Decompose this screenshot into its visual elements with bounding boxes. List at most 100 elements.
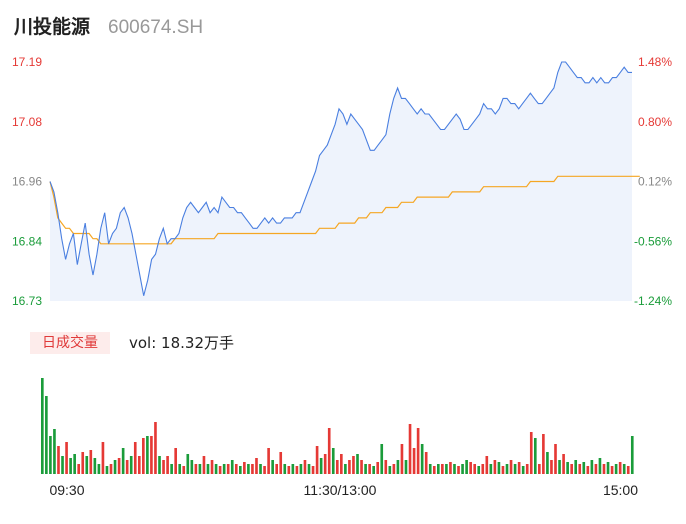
volume-bar [65, 442, 68, 474]
volume-bar [283, 464, 287, 474]
volume-bar [202, 456, 206, 474]
volume-bar [41, 378, 44, 474]
volume-bar [428, 464, 432, 474]
volume-bar [129, 456, 133, 474]
volume-bar [311, 466, 315, 474]
volume-bar [182, 466, 186, 474]
volume-bar [392, 464, 396, 474]
volume-bar [77, 464, 81, 474]
volume-bar [420, 444, 424, 474]
volume-bar [388, 466, 392, 474]
volume-bar [267, 448, 270, 474]
volume-bar [97, 464, 101, 474]
volume-bar [546, 452, 549, 474]
volume-bar [594, 464, 598, 474]
volume-bar [49, 436, 52, 474]
volume-bar [558, 460, 561, 474]
volume-bar [445, 464, 448, 474]
time-axis: 09:30 11:30/13:00 15:00 [49, 482, 638, 498]
volume-bar [109, 464, 113, 474]
volume-bar [137, 456, 141, 474]
volume-bar [562, 454, 565, 474]
volume-bar [239, 466, 242, 474]
price-area [50, 62, 632, 301]
volume-bar [521, 466, 525, 474]
stock-header: 川投能源 600674.SH [14, 12, 203, 40]
volume-bar [335, 460, 339, 474]
volume-bar [473, 464, 477, 474]
volume-bar [146, 436, 149, 474]
volume-bar [117, 458, 121, 474]
volume-bar [53, 429, 56, 474]
volume-bar [162, 460, 165, 474]
volume-bar [340, 454, 343, 474]
volume-bar [542, 434, 545, 474]
volume-bar [396, 460, 400, 474]
price-line [49, 61, 632, 296]
time-tick-label: 11:30/13:00 [304, 482, 377, 498]
volume-bar [101, 442, 105, 474]
volume-bar [69, 458, 72, 474]
volume-bar [416, 428, 420, 474]
volume-bar [150, 436, 153, 474]
volume-bar [319, 458, 323, 474]
percent-tick-label: 1.48% [638, 55, 672, 69]
volume-bar [570, 464, 573, 474]
volume-bar [133, 442, 137, 474]
volume-bar [477, 466, 481, 474]
volume-bar [271, 460, 274, 474]
volume-bar [550, 460, 553, 474]
percent-tick-label: 0.12% [638, 175, 672, 189]
volume-tab[interactable]: 日成交量 [30, 332, 110, 354]
volume-bar [218, 466, 222, 474]
volume-bar [174, 448, 177, 474]
volume-bar [247, 464, 250, 474]
volume-bar [582, 462, 586, 474]
volume-bar [356, 454, 359, 474]
volume-bar [586, 466, 590, 474]
price-tick-label: 16.96 [12, 175, 42, 189]
volume-bar [453, 464, 456, 474]
volume-bar [234, 464, 238, 474]
volume-bar [618, 462, 622, 474]
volume-bar [432, 466, 436, 474]
volume-summary: vol: 18.32万手 [129, 334, 234, 352]
volume-bar [158, 456, 161, 474]
volume-bar [166, 456, 169, 474]
volume-bar [517, 462, 521, 474]
volume-bar [513, 464, 517, 474]
percent-axis-right: 1.48% 0.80% 0.12% -0.56% -1.24% [634, 55, 672, 308]
volume-bar [384, 460, 388, 474]
volume-bar [259, 464, 262, 474]
volume-bar [190, 460, 194, 474]
volume-bar [412, 448, 416, 474]
volume-bar [400, 444, 404, 474]
volume-bar [251, 464, 254, 474]
volume-bar [404, 460, 408, 474]
volume-bar [210, 460, 214, 474]
volume-bar [348, 460, 351, 474]
volume-bar [303, 460, 307, 474]
volume-bar [372, 466, 375, 474]
stock-code: 600674.SH [108, 17, 204, 38]
volume-bar [457, 466, 460, 474]
volume-bar [344, 464, 347, 474]
volume-bar [170, 464, 173, 474]
volume-bar [81, 452, 85, 474]
time-tick-label: 15:00 [603, 482, 638, 498]
volume-bar [598, 458, 602, 474]
volume-bar [89, 450, 93, 474]
volume-bars [41, 378, 634, 474]
volume-chart: 09:30 11:30/13:00 15:00 [41, 378, 638, 498]
percent-tick-label: -0.56% [634, 234, 672, 248]
volume-bar [105, 466, 109, 474]
volume-bar [469, 462, 472, 474]
volume-bar [554, 444, 557, 474]
volume-bar [291, 464, 295, 474]
volume-bar [630, 436, 634, 474]
volume-bar [380, 444, 384, 474]
volume-bar [299, 464, 303, 474]
price-tick-label: 16.84 [12, 234, 42, 248]
volume-bar [206, 464, 210, 474]
volume-bar [626, 466, 630, 474]
